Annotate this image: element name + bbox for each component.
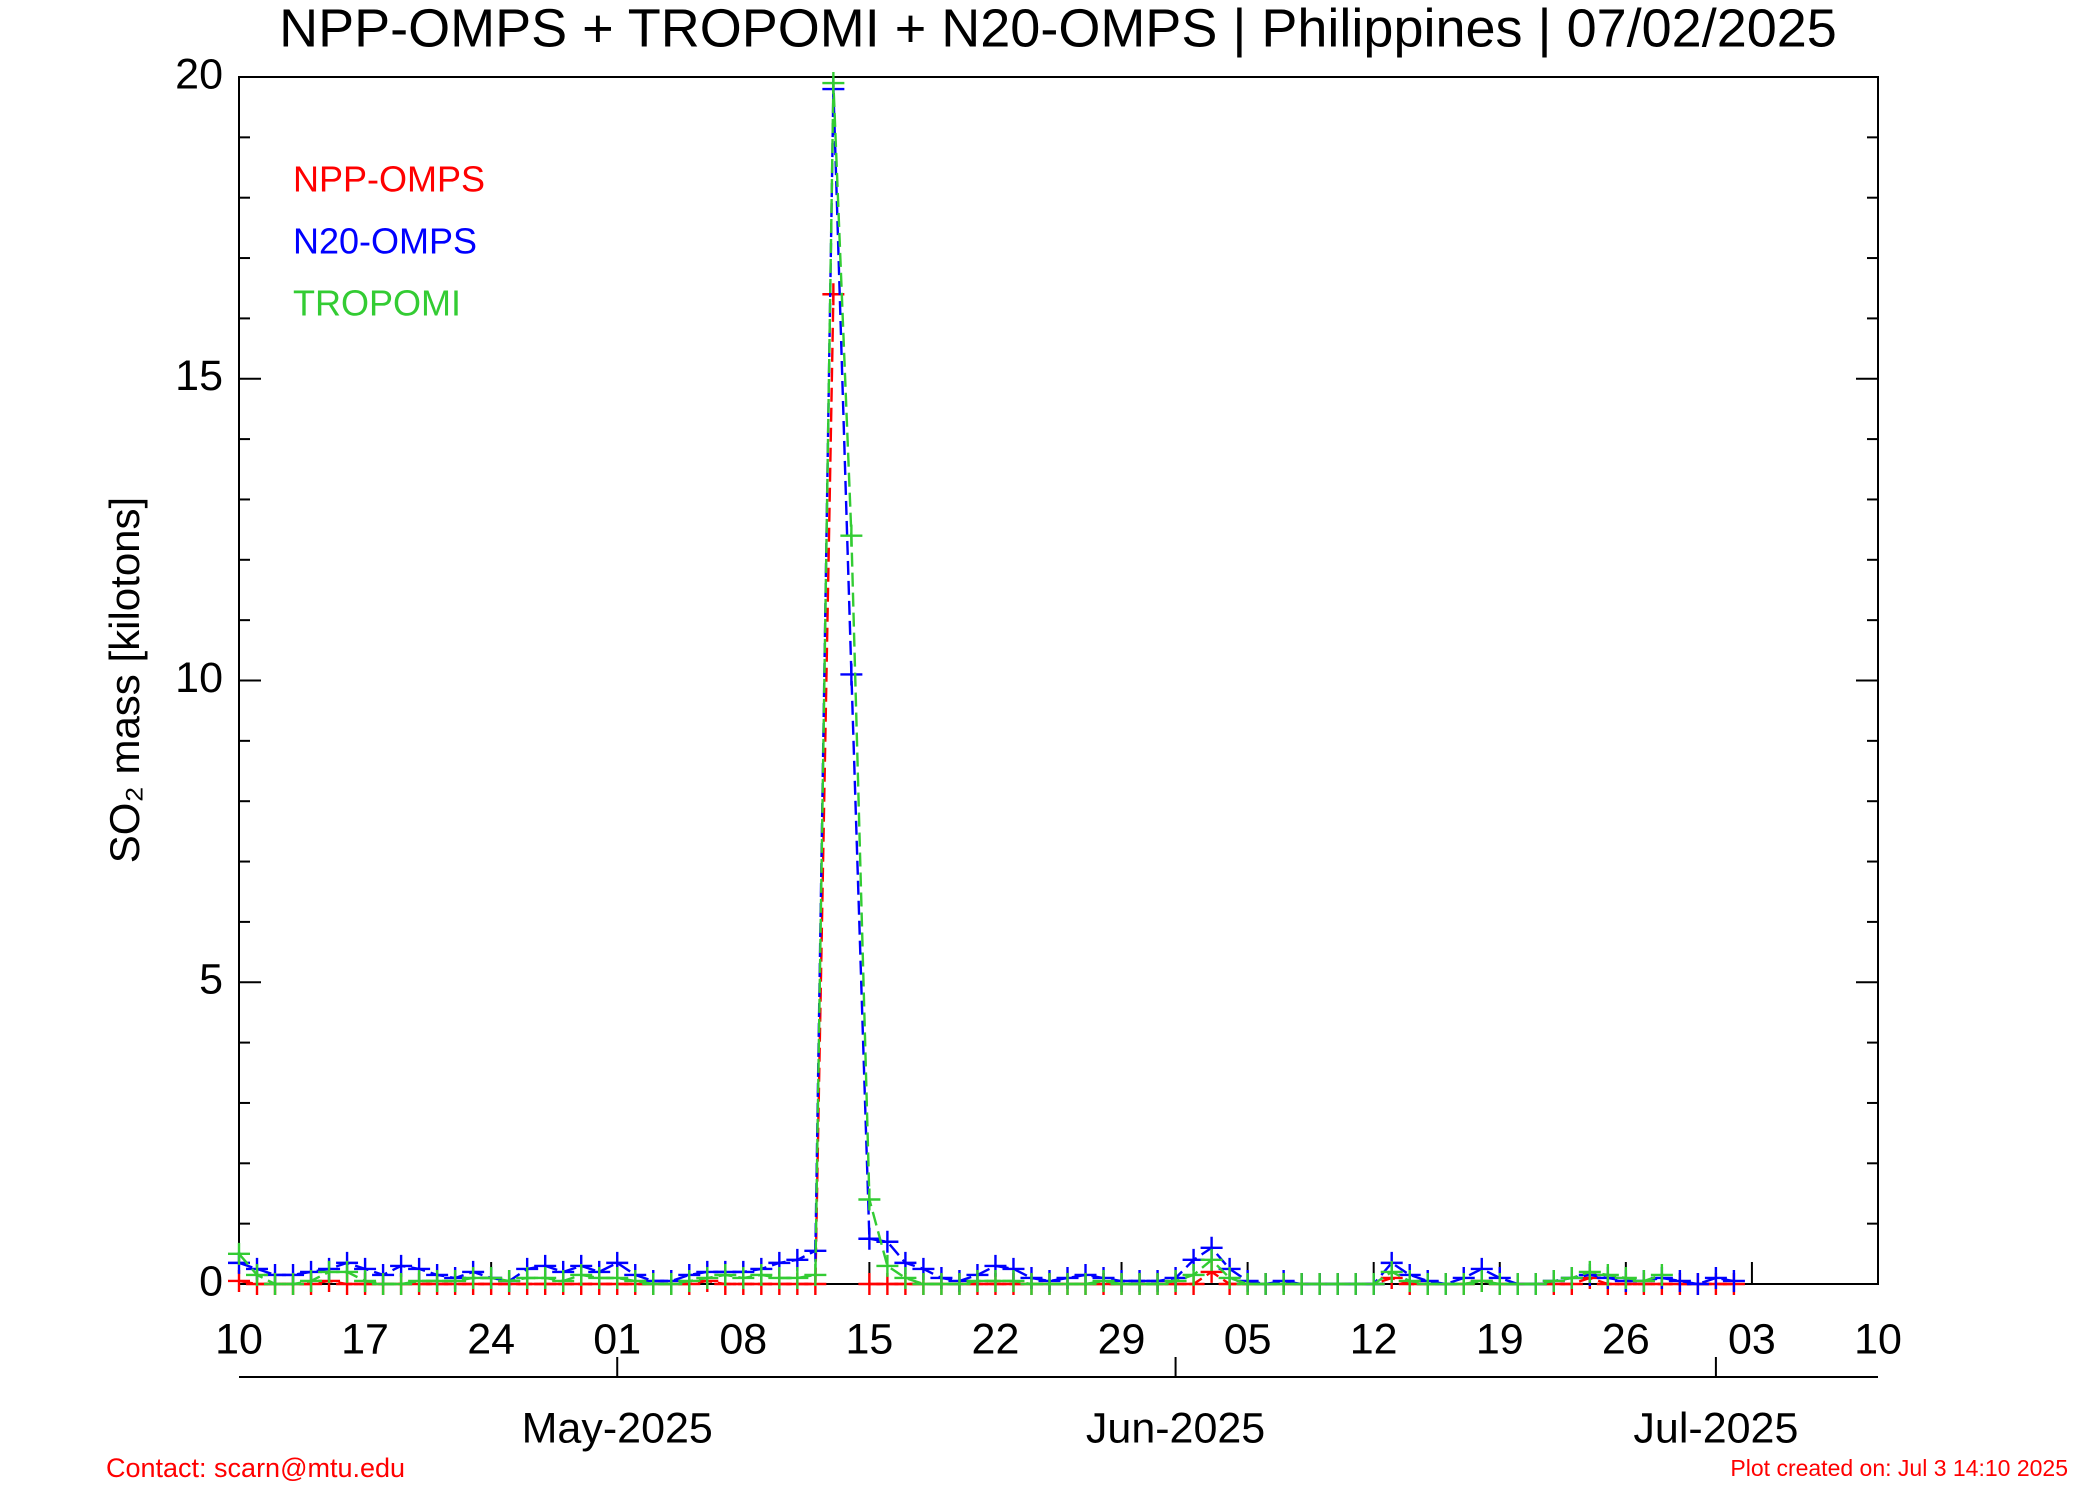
footer-timestamp: Plot created on: Jul 3 14:10 2025 xyxy=(1730,1455,2068,1481)
marker xyxy=(1596,1263,1619,1286)
marker xyxy=(228,1242,250,1265)
y-tick-label: 10 xyxy=(175,654,223,702)
marker xyxy=(1182,1263,1205,1286)
x-tick-label: 12 xyxy=(1350,1315,1398,1363)
marker xyxy=(948,1273,971,1295)
marker xyxy=(750,1263,773,1286)
marker xyxy=(1146,1273,1169,1295)
marker xyxy=(894,1266,917,1289)
x-tick-label: 10 xyxy=(215,1315,263,1363)
marker xyxy=(660,1273,683,1295)
marker xyxy=(1542,1269,1565,1292)
marker xyxy=(1362,1273,1385,1295)
marker xyxy=(840,524,863,547)
marker xyxy=(1578,1260,1601,1283)
x-tick-label: 03 xyxy=(1728,1315,1776,1363)
marker xyxy=(1470,1269,1493,1292)
marker xyxy=(1524,1273,1547,1295)
marker xyxy=(1632,1269,1655,1292)
month-label: Jun-2025 xyxy=(1086,1404,1265,1452)
x-tick-label: 22 xyxy=(972,1315,1020,1363)
x-tick-label: 05 xyxy=(1224,1315,1272,1363)
marker xyxy=(624,1269,647,1292)
series-line xyxy=(238,89,1735,1286)
marker xyxy=(1452,1273,1475,1295)
marker xyxy=(840,663,863,686)
series-line xyxy=(238,294,1734,1286)
marker xyxy=(1164,1269,1187,1292)
legend-entry: N20-OMPS xyxy=(293,221,477,262)
legend-entry: TROPOMI xyxy=(293,283,461,324)
month-label: Jul-2025 xyxy=(1633,1404,1798,1452)
footer-contact: Contact: scarn@mtu.edu xyxy=(106,1453,405,1483)
marker xyxy=(336,1260,359,1283)
marker xyxy=(1398,1269,1421,1292)
marker xyxy=(606,1266,629,1289)
marker xyxy=(552,1269,575,1292)
marker xyxy=(246,1263,269,1286)
legend-entry: NPP-OMPS xyxy=(293,159,485,200)
x-tick-label: 24 xyxy=(467,1315,515,1363)
x-tick-label: 08 xyxy=(719,1315,767,1363)
marker xyxy=(1668,1269,1691,1292)
marker xyxy=(570,1263,593,1286)
y-tick-label: 20 xyxy=(175,50,223,98)
marker xyxy=(1686,1273,1709,1295)
y-tick-label: 0 xyxy=(199,1257,223,1305)
marker xyxy=(804,1263,827,1286)
marker xyxy=(282,1273,305,1295)
marker xyxy=(786,1266,809,1289)
chart-title: NPP-OMPS + TROPOMI + N20-OMPS | Philippi… xyxy=(279,0,1837,58)
marker xyxy=(858,1227,881,1250)
series-line xyxy=(238,82,1663,1286)
marker xyxy=(858,1188,881,1211)
x-tick-label: 17 xyxy=(341,1315,389,1363)
marker xyxy=(480,1266,503,1289)
marker xyxy=(390,1273,413,1295)
marker xyxy=(1650,1263,1673,1286)
marker xyxy=(534,1266,557,1289)
marker xyxy=(1704,1266,1727,1289)
marker xyxy=(498,1269,521,1292)
y-axis-label: SO₂ mass [kilotons] xyxy=(101,497,148,863)
marker xyxy=(1560,1266,1583,1289)
marker xyxy=(1218,1266,1241,1289)
marker xyxy=(1074,1273,1097,1295)
marker xyxy=(876,1254,899,1277)
marker xyxy=(1200,1248,1223,1271)
marker xyxy=(732,1266,755,1289)
marker xyxy=(1002,1269,1025,1292)
marker xyxy=(300,1269,323,1292)
y-tick-label: 15 xyxy=(175,352,223,400)
x-tick-label: 19 xyxy=(1476,1315,1524,1363)
x-tick-label: 29 xyxy=(1098,1315,1146,1363)
marker xyxy=(678,1269,701,1292)
marker xyxy=(696,1266,719,1289)
marker xyxy=(822,72,845,95)
marker xyxy=(714,1263,737,1286)
marker xyxy=(354,1269,377,1292)
y-tick-label: 5 xyxy=(199,956,223,1004)
marker xyxy=(1092,1269,1115,1292)
marker xyxy=(1380,1260,1403,1283)
month-label: May-2025 xyxy=(522,1404,713,1452)
marker xyxy=(1614,1266,1637,1289)
x-tick-label: 26 xyxy=(1602,1315,1650,1363)
plot-frame xyxy=(238,76,1879,1285)
marker xyxy=(444,1269,467,1292)
x-tick-label: 15 xyxy=(845,1315,893,1363)
x-tick-label: 01 xyxy=(593,1315,641,1363)
marker xyxy=(1722,1269,1745,1292)
x-tick-label: 10 xyxy=(1854,1315,1902,1363)
